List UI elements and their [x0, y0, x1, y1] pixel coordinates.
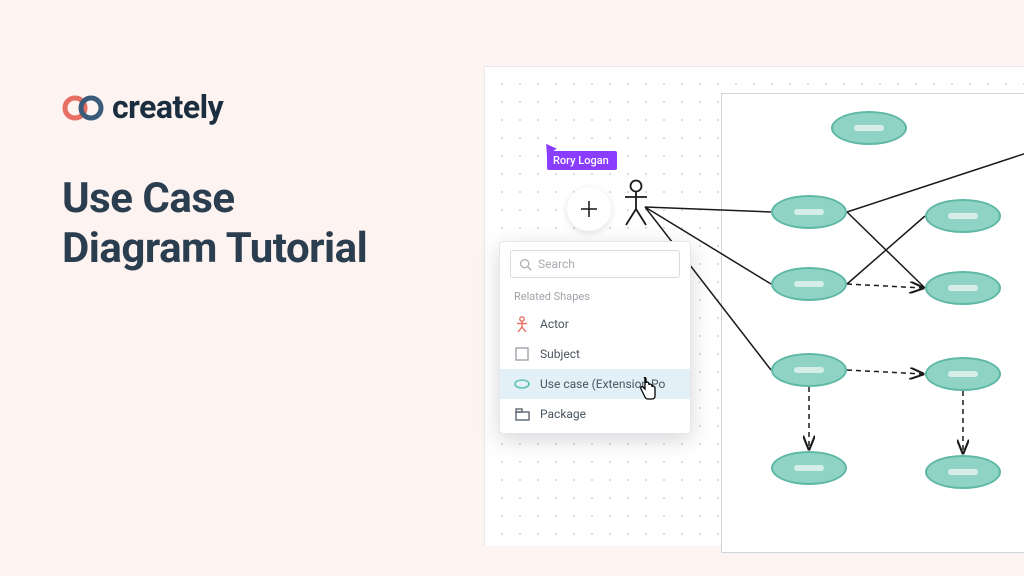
usecase-node[interactable] [925, 455, 1001, 489]
page-title: Use Case Diagram Tutorial [62, 174, 422, 273]
logo-icon [62, 95, 102, 119]
usecase-node[interactable] [831, 111, 907, 145]
shape-item-subject[interactable]: Subject [500, 339, 690, 369]
add-shape-button[interactable] [567, 187, 611, 231]
usecase-node[interactable] [925, 357, 1001, 391]
collaborator-name: Rory Logan [553, 154, 609, 167]
collaborator-tag: Rory Logan [547, 151, 617, 170]
search-placeholder: Search [538, 257, 575, 271]
search-input[interactable]: Search [510, 250, 680, 278]
headline-line2: Diagram Tutorial [62, 224, 367, 273]
shape-list: Actor Subject Use case (Extension Po Packag… [500, 309, 690, 429]
usecase-node[interactable] [771, 451, 847, 485]
diagram-canvas[interactable]: Rory Logan Search Related Shapes Actor Su… [484, 66, 1024, 546]
actor-shape[interactable] [623, 179, 649, 231]
package-icon [514, 406, 530, 422]
brand-logo: creately [62, 88, 422, 126]
usecase-icon [514, 376, 530, 392]
shape-item-usecase[interactable]: Use case (Extension Po [500, 369, 690, 399]
actor-icon [514, 316, 530, 332]
subject-icon [514, 346, 530, 362]
headline-line1: Use Case [62, 174, 235, 223]
related-shapes-label: Related Shapes [500, 286, 690, 309]
shape-item-actor[interactable]: Actor [500, 309, 690, 339]
shape-picker-popover[interactable]: Search Related Shapes Actor Subject Use ca… [499, 241, 691, 434]
search-icon [519, 258, 532, 271]
plus-icon [579, 199, 599, 219]
usecase-node[interactable] [771, 195, 847, 229]
usecase-node[interactable] [925, 199, 1001, 233]
shape-item-label: Actor [540, 317, 569, 331]
usecase-node[interactable] [771, 353, 847, 387]
shape-item-label: Subject [540, 347, 580, 361]
usecase-node[interactable] [925, 271, 1001, 305]
pointer-cursor-icon [637, 377, 659, 405]
hero-left: creately Use Case Diagram Tutorial [62, 88, 422, 273]
brand-name: creately [112, 88, 223, 126]
shape-item-package[interactable]: Package [500, 399, 690, 429]
usecase-node[interactable] [771, 267, 847, 301]
shape-item-label: Package [540, 407, 586, 421]
